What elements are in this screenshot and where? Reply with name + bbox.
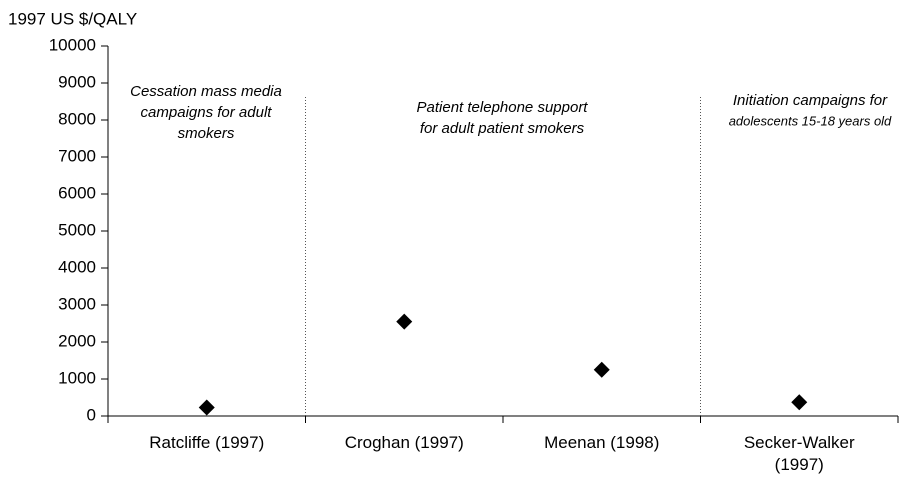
point — [791, 394, 808, 411]
annotation: smokers — [178, 125, 235, 142]
point — [396, 313, 413, 330]
y-tick-label: 2000 — [58, 331, 96, 350]
x-tick-label-box: Meenan (1998) — [544, 433, 660, 452]
annotation: Cessation mass media — [130, 83, 282, 100]
y-tick-label: 8000 — [58, 109, 96, 128]
x-tick-label: Meenan (1998) — [544, 433, 660, 452]
y-tick-label: 6000 — [58, 183, 96, 202]
annotation: campaigns for adult — [141, 104, 273, 121]
annotation: Patient telephone support — [417, 99, 589, 116]
y-tick-label: 10000 — [49, 35, 96, 54]
annotation: for adult patient smokers — [420, 120, 585, 137]
y-tick-label: 0 — [87, 405, 96, 424]
y-tick-label: 1000 — [58, 368, 96, 387]
point — [198, 399, 215, 416]
point — [593, 361, 610, 378]
x-tick-label: Secker-Walker (1997) — [743, 433, 855, 474]
y-tick-label: 9000 — [58, 72, 96, 91]
y-tick-label: 7000 — [58, 146, 96, 165]
x-tick-label: Ratcliffe (1997) — [149, 433, 265, 452]
y-tick-label: 5000 — [58, 220, 96, 239]
annotation: Initiation campaigns for — [733, 92, 888, 109]
y-tick-label: 4000 — [58, 257, 96, 276]
y-axis-label: 1997 US $/QALY — [8, 9, 137, 28]
x-tick-label-box: Croghan (1997) — [344, 433, 464, 452]
y-tick-label: 3000 — [58, 294, 96, 313]
x-tick-label-box: Secker-Walker (1997) — [743, 433, 855, 474]
annotation: adolescents 15-18 years old — [729, 113, 892, 128]
x-tick-label-box: Ratcliffe (1997) — [149, 433, 265, 452]
x-tick-label: Croghan (1997) — [344, 433, 464, 452]
